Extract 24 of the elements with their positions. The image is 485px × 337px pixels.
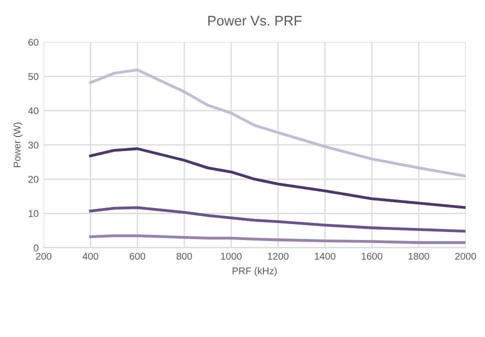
x-tick-label: 2000 — [455, 252, 476, 260]
x-tick-label: 1800 — [408, 252, 430, 260]
y-tick-label: 40 — [28, 107, 38, 114]
y-tick-label: 50 — [28, 73, 38, 80]
x-tick-label: 1000 — [221, 252, 242, 260]
line-series — [89, 206, 466, 233]
y-axis-title: Power (W) — [13, 122, 22, 168]
y-tick-label: 20 — [28, 176, 38, 183]
y-tick-label: 10 — [28, 210, 38, 218]
x-axis-title: PRF (kHz) — [232, 267, 277, 276]
line-series — [89, 147, 466, 209]
line-series — [89, 68, 466, 178]
y-tick-label: 0 — [34, 244, 38, 252]
x-tick-label: 400 — [82, 252, 98, 260]
y-tick-label: 60 — [28, 38, 38, 46]
x-tick-label: 800 — [176, 252, 192, 260]
chart-title: Power Vs. PRF — [208, 16, 302, 26]
x-tick-label: 1600 — [362, 252, 382, 260]
x-tick-label: 600 — [130, 252, 146, 260]
x-tick-label: 1200 — [268, 252, 288, 260]
line-series — [89, 234, 466, 244]
x-tick-label: 200 — [36, 252, 52, 260]
x-tick-label: 1400 — [314, 252, 336, 260]
y-tick-label: 30 — [28, 142, 38, 149]
